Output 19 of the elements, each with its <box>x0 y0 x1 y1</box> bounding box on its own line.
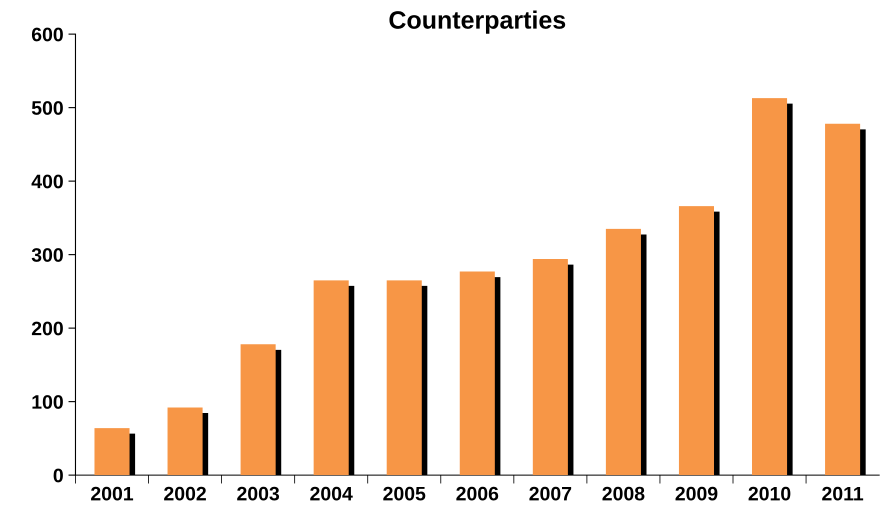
x-tick-label: 2008 <box>602 486 644 501</box>
y-tick-label: 500 <box>32 101 63 115</box>
y-tick-label: 100 <box>32 395 63 409</box>
y-tick-label: 300 <box>32 248 63 262</box>
x-tick-label: 2007 <box>529 486 572 501</box>
chart-title: Counterparties <box>389 10 566 34</box>
x-tick-label: 2001 <box>91 486 134 501</box>
x-tick-label: 2004 <box>310 486 353 501</box>
y-tick-label: 600 <box>32 28 63 42</box>
x-tick-label: 2005 <box>383 486 426 501</box>
x-tick-label: 2002 <box>164 486 206 501</box>
x-tick-label: 2010 <box>748 486 790 501</box>
x-tick-label: 2009 <box>676 486 718 501</box>
y-tick-label: 0 <box>54 468 63 482</box>
x-tick-label: 2006 <box>456 486 498 501</box>
x-tick-label: 2011 <box>822 486 864 501</box>
y-tick-label: 200 <box>32 322 63 336</box>
x-tick-label: 2003 <box>237 486 280 501</box>
y-tick-label: 400 <box>32 174 63 188</box>
